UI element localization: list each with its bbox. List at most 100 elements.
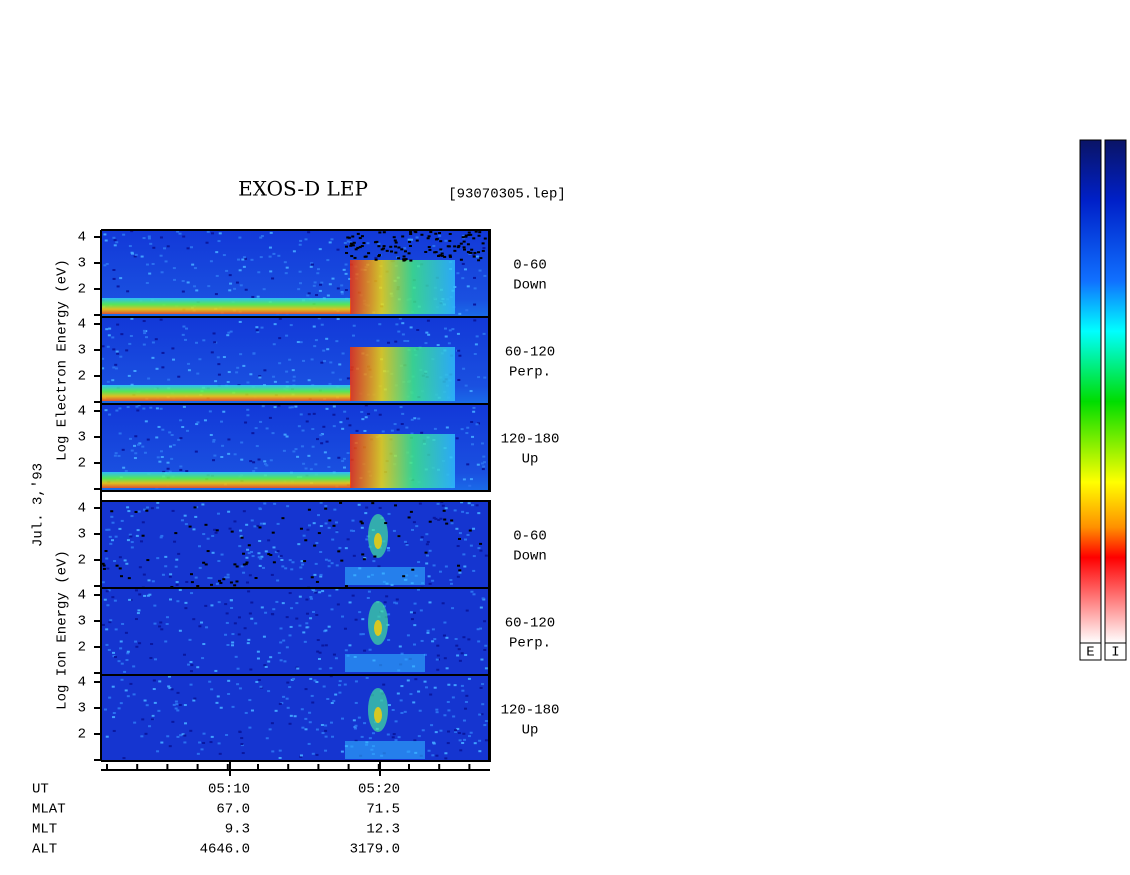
noise	[457, 378, 461, 381]
noise	[105, 262, 109, 265]
noise	[439, 240, 443, 243]
noise	[226, 644, 230, 647]
row-label: UT	[32, 782, 49, 798]
noise	[415, 525, 419, 528]
panel-edge	[488, 501, 491, 587]
noise	[477, 251, 481, 254]
noise	[433, 686, 437, 689]
noise	[153, 701, 157, 704]
noise	[477, 547, 481, 550]
noise	[281, 517, 285, 520]
y-tick-label: 3	[78, 430, 86, 446]
noise	[283, 660, 287, 663]
noise	[335, 588, 339, 591]
noise	[338, 546, 342, 549]
noise	[421, 729, 425, 732]
noise	[400, 711, 404, 714]
noise	[170, 457, 174, 460]
noise	[177, 552, 181, 555]
noise	[220, 420, 224, 423]
noise	[246, 381, 250, 384]
noise	[290, 568, 294, 571]
noise	[166, 735, 170, 738]
noise	[397, 736, 401, 739]
noise	[238, 545, 242, 548]
noise	[304, 467, 308, 470]
noise	[418, 502, 422, 505]
noise	[470, 248, 474, 251]
noise	[324, 724, 328, 727]
noise	[299, 282, 303, 285]
noise	[278, 317, 282, 320]
y-tick-label: 3	[78, 701, 86, 717]
noise	[309, 265, 313, 268]
noise	[367, 252, 371, 255]
noise	[464, 700, 468, 703]
noise	[312, 325, 316, 328]
noise	[231, 633, 235, 636]
noise	[475, 504, 479, 507]
noise	[352, 324, 356, 327]
noise	[463, 738, 467, 741]
noise	[441, 602, 445, 605]
noise	[429, 231, 433, 234]
noise	[112, 348, 116, 351]
noise	[143, 594, 147, 597]
noise	[108, 413, 112, 416]
noise	[247, 544, 251, 547]
noise	[318, 289, 322, 292]
noise	[227, 510, 231, 513]
noise	[359, 520, 363, 523]
noise	[269, 459, 273, 462]
noise	[174, 707, 178, 710]
noise	[305, 598, 309, 601]
noise	[134, 510, 138, 513]
noise	[378, 254, 382, 257]
noise	[311, 428, 315, 431]
noise	[299, 413, 303, 416]
noise	[457, 349, 461, 352]
noise	[426, 631, 430, 634]
noise	[401, 235, 405, 238]
noise	[154, 338, 158, 341]
noise	[206, 550, 210, 553]
noise	[278, 337, 282, 340]
noise	[255, 445, 259, 448]
noise	[341, 427, 345, 430]
noise	[262, 288, 266, 291]
noise	[168, 575, 172, 578]
noise	[156, 506, 160, 509]
noise	[460, 428, 464, 431]
noise	[308, 711, 312, 714]
noise	[128, 245, 132, 248]
noise	[428, 601, 432, 604]
noise	[400, 652, 404, 655]
noise	[307, 379, 311, 382]
noise	[452, 715, 456, 718]
noise	[325, 440, 329, 443]
angle-direction: Perp.	[509, 365, 551, 381]
noise	[240, 441, 244, 444]
noise	[190, 592, 194, 595]
noise	[456, 727, 460, 730]
noise	[460, 652, 464, 655]
noise	[331, 735, 335, 738]
noise	[436, 344, 440, 347]
noise	[184, 338, 188, 341]
noise	[475, 423, 479, 426]
noise	[129, 682, 133, 685]
noise	[127, 577, 131, 580]
noise	[338, 691, 342, 694]
noise	[101, 367, 105, 370]
noise	[227, 679, 231, 682]
noise	[114, 535, 118, 538]
noise	[281, 565, 285, 568]
panel-background	[101, 675, 488, 761]
noise	[184, 601, 188, 604]
noise	[105, 643, 109, 646]
noise	[259, 236, 263, 239]
noise	[467, 638, 471, 641]
noise	[431, 628, 435, 631]
noise	[451, 607, 455, 610]
noise	[304, 728, 308, 731]
